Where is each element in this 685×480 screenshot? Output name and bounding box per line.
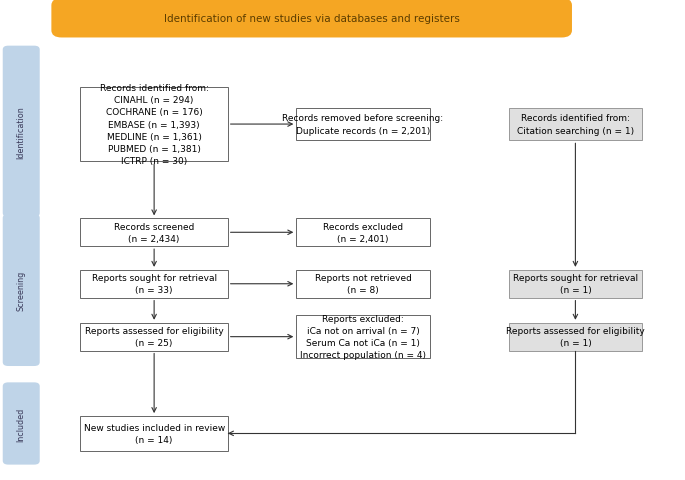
FancyBboxPatch shape <box>81 323 227 351</box>
FancyBboxPatch shape <box>296 219 430 247</box>
FancyBboxPatch shape <box>296 108 430 141</box>
Text: Reports not retrieved
(n = 8): Reports not retrieved (n = 8) <box>314 274 412 295</box>
Text: Reports assessed for eligibility
(n = 1): Reports assessed for eligibility (n = 1) <box>506 326 645 348</box>
Text: Reports excluded:
iCa not on arrival (n = 7)
Serum Ca not iCa (n = 1)
Incorrect : Reports excluded: iCa not on arrival (n … <box>300 314 426 360</box>
FancyBboxPatch shape <box>81 219 227 247</box>
Text: Records identified from:
CINAHL (n = 294)
COCHRANE (n = 176)
EMBASE (n = 1,393)
: Records identified from: CINAHL (n = 294… <box>100 84 208 166</box>
Text: Records excluded
(n = 2,401): Records excluded (n = 2,401) <box>323 222 403 243</box>
FancyBboxPatch shape <box>508 108 642 141</box>
Text: Reports sought for retrieval
(n = 33): Reports sought for retrieval (n = 33) <box>92 274 216 295</box>
Text: Records screened
(n = 2,434): Records screened (n = 2,434) <box>114 222 195 243</box>
Text: Identification of new studies via databases and registers: Identification of new studies via databa… <box>164 14 460 24</box>
FancyBboxPatch shape <box>81 270 227 298</box>
Text: Screening: Screening <box>16 270 26 311</box>
Text: Records removed before screening:
Duplicate records (n = 2,201): Records removed before screening: Duplic… <box>282 114 444 135</box>
FancyBboxPatch shape <box>51 0 572 38</box>
Text: Reports sought for retrieval
(n = 1): Reports sought for retrieval (n = 1) <box>513 274 638 295</box>
FancyBboxPatch shape <box>3 47 40 217</box>
Text: Records identified from:
Citation searching (n = 1): Records identified from: Citation search… <box>517 114 634 135</box>
FancyBboxPatch shape <box>508 270 642 298</box>
FancyBboxPatch shape <box>81 416 227 451</box>
FancyBboxPatch shape <box>81 87 227 162</box>
Text: New studies included in review
(n = 14): New studies included in review (n = 14) <box>84 423 225 444</box>
Text: Reports assessed for eligibility
(n = 25): Reports assessed for eligibility (n = 25… <box>85 326 223 348</box>
Text: Included: Included <box>16 407 26 441</box>
FancyBboxPatch shape <box>3 383 40 465</box>
Text: Identification: Identification <box>16 106 26 158</box>
FancyBboxPatch shape <box>508 323 642 351</box>
FancyBboxPatch shape <box>296 315 430 359</box>
FancyBboxPatch shape <box>3 215 40 366</box>
FancyBboxPatch shape <box>296 270 430 298</box>
